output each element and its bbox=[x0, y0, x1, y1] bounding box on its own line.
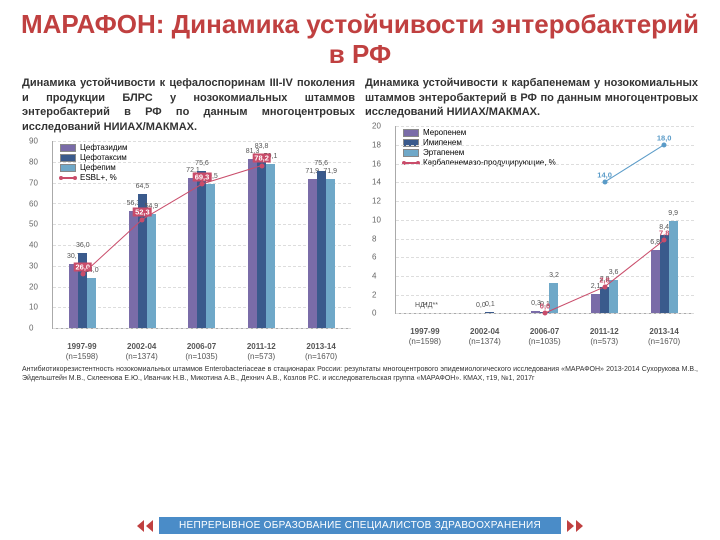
bar: 81,3 bbox=[248, 159, 257, 328]
right-chart: МеропенемИмипенемЭртапенемКарбапенемазо-… bbox=[365, 126, 698, 346]
plot-area: 02468101214161820НД*НД**0,00,10,30,13,22… bbox=[395, 126, 694, 314]
bar: 3,6 bbox=[609, 280, 618, 314]
bar: 2,1 bbox=[591, 294, 600, 314]
x-axis-label: 2011-12(n=573) bbox=[231, 342, 291, 361]
citation: Антибиотикорезистентность нозокомиальных… bbox=[0, 361, 720, 387]
bar-group: 30,736,024,0 bbox=[53, 141, 113, 328]
x-axis-label: 2013-14(n=1670) bbox=[634, 327, 694, 346]
x-axis-label: 2013-14(n=1670) bbox=[291, 342, 351, 361]
right-column: Динамика устойчивости к карбапенемам у н… bbox=[365, 76, 698, 361]
x-axis-label: 1997-99(n=1598) bbox=[395, 327, 455, 346]
x-axis-label: 2002-04(n=1374) bbox=[455, 327, 515, 346]
bar: 83,8 bbox=[257, 154, 266, 328]
footer-banner: НЕПРЕРЫВНОЕ ОБРАЗОВАНИЕ СПЕЦИАЛИСТОВ ЗДР… bbox=[159, 517, 561, 534]
x-axis-label: 2011-12(n=573) bbox=[574, 327, 634, 346]
bar: 8,4 bbox=[660, 235, 669, 314]
bar: 72,1 bbox=[188, 178, 197, 328]
left-chart: ЦефтазидимЦефотаксимЦефепимESBL+, %01020… bbox=[22, 141, 355, 361]
x-axis-label: 1997-99(n=1598) bbox=[52, 342, 112, 361]
bar: 0,3 bbox=[531, 311, 540, 314]
bar: 75,6 bbox=[317, 171, 326, 328]
bar-group: 2,12,83,6 bbox=[575, 126, 635, 313]
footer: НЕПРЕРЫВНОЕ ОБРАЗОВАНИЕ СПЕЦИАЛИСТОВ ЗДР… bbox=[0, 517, 720, 534]
bar-group: 0,30,13,2 bbox=[515, 126, 575, 313]
bar-group: 0,00,1 bbox=[456, 126, 516, 313]
bar: 3,2 bbox=[549, 283, 558, 313]
right-paragraph: Динамика устойчивости к карбапенемам у н… bbox=[365, 76, 698, 121]
bar: 79,1 bbox=[266, 164, 275, 328]
bar: 71,9 bbox=[308, 179, 317, 328]
page-title: МАРАФОН: Динамика устойчивости энтеробак… bbox=[0, 0, 720, 76]
left-column: Динамика устойчивости к цефалоспоринам I… bbox=[22, 76, 355, 361]
x-axis-label: 2006-07(n=1035) bbox=[172, 342, 232, 361]
decor-right bbox=[567, 520, 583, 532]
bar: 6,8 bbox=[651, 250, 660, 314]
bar-group: 56,364,554,9 bbox=[113, 141, 173, 328]
decor-left bbox=[137, 520, 153, 532]
bar: 64,5 bbox=[138, 194, 147, 328]
bar: 69,5 bbox=[206, 184, 215, 328]
bar: 54,9 bbox=[147, 214, 156, 328]
bar-group: 71,975,671,9 bbox=[291, 141, 351, 328]
x-axis-label: 2002-04(n=1374) bbox=[112, 342, 172, 361]
bar: 0,1 bbox=[540, 312, 549, 313]
bar: 36,0 bbox=[78, 253, 87, 328]
bar: 30,7 bbox=[69, 264, 78, 328]
bar-group: 6,88,49,9 bbox=[634, 126, 694, 313]
left-paragraph: Динамика устойчивости к цефалоспоринам I… bbox=[22, 76, 355, 135]
bar: 24,0 bbox=[87, 278, 96, 328]
bar: 2,8 bbox=[600, 287, 609, 313]
plot-area: 010203040506070809030,736,024,056,364,55… bbox=[52, 141, 351, 329]
bar-group: НД*НД** bbox=[396, 126, 456, 313]
bar: 56,3 bbox=[129, 211, 138, 328]
bar: 75,6 bbox=[197, 171, 206, 328]
x-axis-label: 2006-07(n=1035) bbox=[515, 327, 575, 346]
bar: 0,1 bbox=[485, 312, 494, 313]
bar-group: 81,383,879,1 bbox=[232, 141, 292, 328]
bar: 71,9 bbox=[326, 179, 335, 328]
bar: 9,9 bbox=[669, 221, 678, 314]
bar-group: 72,175,669,5 bbox=[172, 141, 232, 328]
